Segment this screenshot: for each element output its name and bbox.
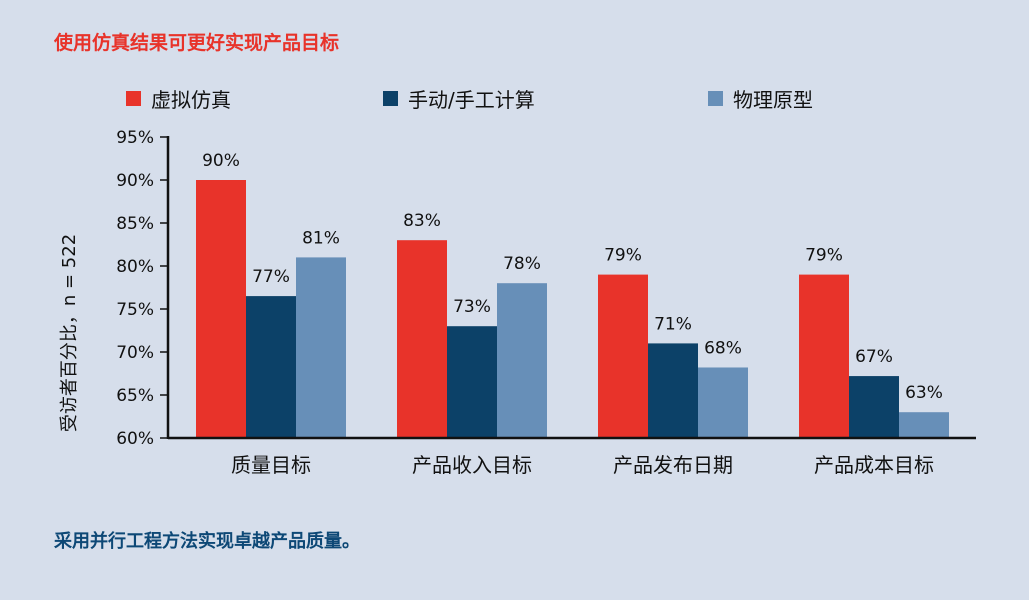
bar <box>849 376 899 438</box>
data-label: 90% <box>202 151 240 171</box>
data-label: 81% <box>302 228 340 248</box>
bar <box>598 274 648 438</box>
legend-item-physical-prototype: 物理原型 <box>708 84 813 113</box>
category-label: 质量目标 <box>231 453 311 477</box>
bar <box>447 326 497 438</box>
y-tick-label: 70% <box>116 343 154 363</box>
category-label: 产品发布日期 <box>613 453 733 477</box>
legend-swatch <box>383 91 398 106</box>
legend-label: 物理原型 <box>733 88 813 112</box>
data-label: 79% <box>604 246 642 266</box>
page-title: 使用仿真结果可更好实现产品目标 <box>54 32 340 54</box>
category-label: 产品收入目标 <box>412 453 532 477</box>
y-tick-label: 75% <box>116 300 154 320</box>
bar <box>899 412 949 438</box>
bar <box>296 257 346 438</box>
y-tick-label: 65% <box>116 386 154 406</box>
y-tick-label: 80% <box>116 257 154 277</box>
category-label: 产品成本目标 <box>814 453 934 477</box>
data-label: 79% <box>805 246 843 266</box>
bar <box>698 367 748 438</box>
y-tick-label: 90% <box>116 171 154 191</box>
data-labels: 90% 77% 81% 83% 73% 78% 79% 71% 68% 79% 67% 63% <box>202 151 943 403</box>
bar <box>648 343 698 438</box>
bar <box>246 296 296 438</box>
data-label: 73% <box>453 297 491 317</box>
y-ticks: 60% 65% 70% 75% 80% 85% 90% 95% <box>116 128 168 449</box>
data-label: 71% <box>654 314 692 334</box>
legend-item-virtual-simulation: 虚拟仿真 <box>126 84 231 113</box>
legend-swatch <box>708 91 723 106</box>
bar <box>196 180 246 438</box>
legend-item-manual-calculation: 手动/手工计算 <box>383 84 535 113</box>
data-label: 77% <box>252 267 290 287</box>
data-label: 83% <box>403 211 441 231</box>
data-label: 68% <box>704 338 742 358</box>
data-label: 67% <box>855 347 893 367</box>
legend-label: 手动/手工计算 <box>408 88 535 112</box>
y-tick-label: 85% <box>116 214 154 234</box>
bars <box>196 180 949 438</box>
bar <box>799 274 849 438</box>
category-labels: 质量目标 产品收入目标 产品发布日期 产品成本目标 <box>231 453 934 477</box>
legend-swatch <box>126 91 141 106</box>
legend-label: 虚拟仿真 <box>151 88 231 112</box>
bar <box>397 240 447 438</box>
y-tick-label: 60% <box>116 429 154 449</box>
bar <box>497 283 547 438</box>
chart-legend: 虚拟仿真 手动/手工计算 物理原型 <box>0 84 1029 114</box>
data-label: 78% <box>503 254 541 274</box>
y-tick-label: 95% <box>116 128 154 148</box>
data-label: 63% <box>905 383 943 403</box>
footer-note: 采用并行工程方法实现卓越产品质量。 <box>54 531 360 552</box>
